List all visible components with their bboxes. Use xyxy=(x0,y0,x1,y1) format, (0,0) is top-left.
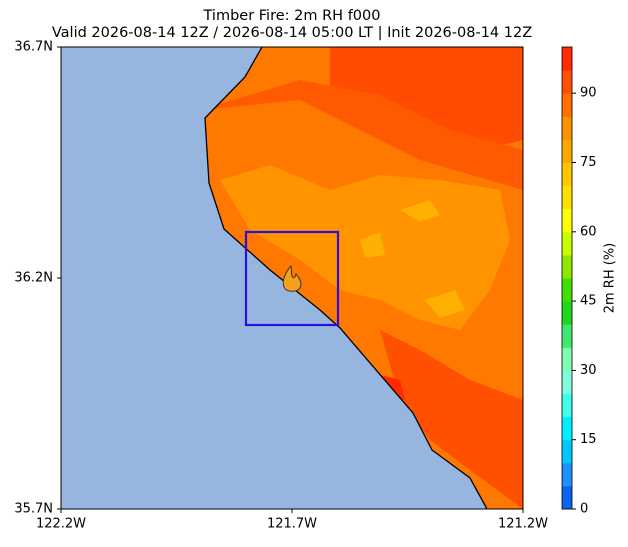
colorbar-segment xyxy=(562,301,572,325)
fire-icon xyxy=(282,264,302,292)
colorbar-segment xyxy=(562,485,572,510)
colorbar-segment xyxy=(562,254,572,279)
x-tick-label: 121.2W xyxy=(498,517,548,532)
colorbar-segment xyxy=(562,162,572,187)
chart-subtitle: Valid 2026-08-14 12Z / 2026-08-14 05:00 … xyxy=(52,25,532,41)
y-tick-label: 35.7N xyxy=(14,502,53,517)
colorbar-segment xyxy=(562,47,572,71)
colorbar-segment xyxy=(562,347,572,371)
colorbar-tick-label: 75 xyxy=(580,155,597,170)
chart-title: Timber Fire: 2m RH f000 xyxy=(203,8,381,24)
colorbar-segment xyxy=(562,324,572,348)
colorbar-segment xyxy=(562,70,572,94)
colorbar-segment xyxy=(562,416,572,441)
colorbar-segment xyxy=(562,439,572,464)
colorbar-tick-label: 60 xyxy=(580,224,597,239)
x-tick-label: 122.2W xyxy=(36,517,86,532)
colorbar-segment xyxy=(562,231,572,256)
colorbar-segment xyxy=(562,116,572,140)
x-tick-label: 121.7W xyxy=(267,517,317,532)
colorbar-tick-label: 90 xyxy=(580,86,597,101)
y-tick-label: 36.2N xyxy=(14,271,53,286)
colorbar-segment xyxy=(562,93,572,117)
colorbar-tick-label: 30 xyxy=(580,363,597,378)
fire-box xyxy=(244,230,340,327)
y-tick-label: 36.7N xyxy=(14,40,53,55)
colorbar-segment xyxy=(562,278,572,302)
colorbar-tick-label: 15 xyxy=(580,432,597,447)
colorbar-segment xyxy=(562,462,572,487)
colorbar-segment xyxy=(562,139,572,163)
colorbar-label: 2m RH (%) xyxy=(603,243,618,314)
colorbar-tick-label: 0 xyxy=(580,502,588,517)
colorbar-tick-label: 45 xyxy=(580,294,597,309)
colorbar-segment xyxy=(562,185,572,210)
colorbar-segment xyxy=(562,370,572,394)
colorbar-frame xyxy=(561,46,573,510)
colorbar-segment xyxy=(562,393,572,418)
colorbar-segment xyxy=(562,208,572,233)
